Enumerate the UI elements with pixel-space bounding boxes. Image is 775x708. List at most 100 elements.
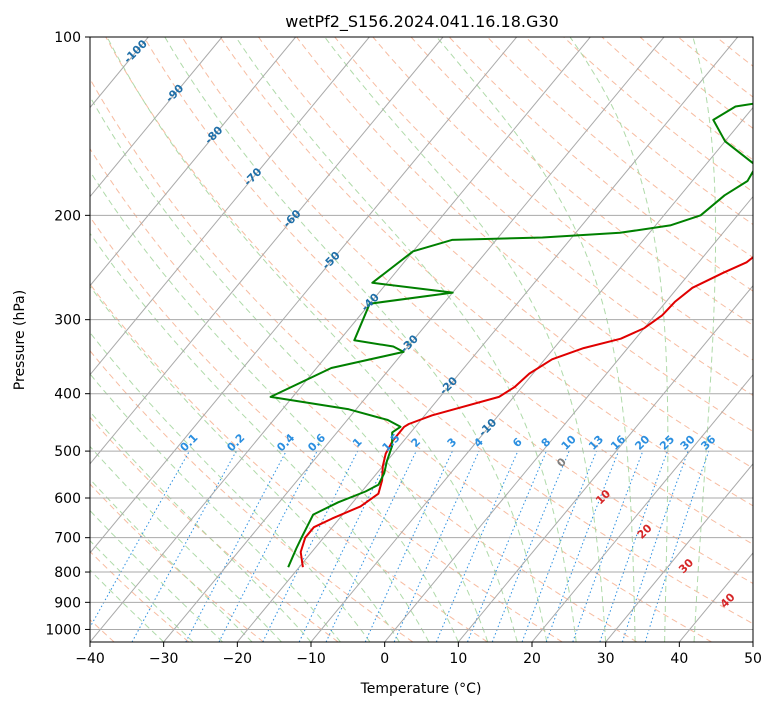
moist-adiabat xyxy=(90,331,371,642)
moist-adiabat xyxy=(90,170,459,642)
mixing-ratio-line xyxy=(491,450,570,642)
moist-adiabat-label: 30 xyxy=(676,556,696,576)
y-axis-title: Pressure (hPa) xyxy=(12,290,28,390)
moist-adiabat-label: 20 xyxy=(635,521,655,541)
moist-adiabat xyxy=(569,37,669,642)
mixing-ratio-label: 1 xyxy=(350,435,365,450)
isotherm xyxy=(752,641,753,642)
y-tick-label: 600 xyxy=(54,491,81,507)
y-tick-label: 800 xyxy=(54,565,81,581)
mixing-ratio-line xyxy=(262,450,359,642)
moist-adiabat xyxy=(235,37,577,642)
mixing-ratio-line xyxy=(435,450,519,642)
y-tick-label: 100 xyxy=(54,30,81,46)
moist-adiabat xyxy=(90,539,194,642)
moist-adiabat xyxy=(90,410,312,642)
isotherm xyxy=(678,552,753,642)
grid-lines xyxy=(90,37,753,642)
chart-title: wetPf2_S156.2024.041.16.18.G30 xyxy=(285,12,559,32)
mixing-ratio-label: 10 xyxy=(559,432,579,452)
y-axis: 100 200 300 400 500 600 700 800 900 1000 xyxy=(45,30,90,638)
moist-adiabat xyxy=(90,95,489,642)
mixing-ratio-label: 16 xyxy=(608,432,628,452)
isotherm xyxy=(384,195,753,642)
x-tick-label: 40 xyxy=(670,651,688,667)
dry-adiabat xyxy=(639,37,753,129)
mixing-ratio-line xyxy=(545,450,620,642)
dry-adiabat xyxy=(90,483,264,642)
mixing-ratio-line xyxy=(131,450,237,642)
mixing-ratio-label: 6 xyxy=(510,435,525,450)
dry-adiabat xyxy=(181,37,753,545)
mixing-ratio-line xyxy=(621,450,689,642)
moist-adiabat xyxy=(90,373,341,642)
moist-adiabat-label: 40 xyxy=(718,590,738,610)
x-tick-label: 50 xyxy=(744,651,762,667)
mixing-ratio-label: 8 xyxy=(539,435,554,450)
mixing-ratio-line xyxy=(185,450,287,642)
isotherm-label: -80 xyxy=(202,123,225,146)
isotherm-label: -90 xyxy=(163,82,186,105)
moist-adiabat xyxy=(324,37,607,642)
isotherm xyxy=(90,37,223,198)
moist-adiabat xyxy=(164,37,548,642)
y-tick-label: 400 xyxy=(54,387,81,403)
moist-adiabat xyxy=(436,37,636,642)
x-tick-label: −10 xyxy=(296,651,326,667)
moist-adiabat xyxy=(90,232,430,642)
mixing-ratio-label: 13 xyxy=(586,433,606,453)
mixing-ratio-line xyxy=(572,450,644,642)
moist-adiabat-label: 10 xyxy=(593,487,613,507)
isotherm xyxy=(90,37,591,642)
dry-adiabat xyxy=(448,37,753,292)
isotherm xyxy=(90,37,297,287)
dry-adiabat xyxy=(755,37,775,642)
isotherm xyxy=(457,284,753,642)
x-axis: −40 −30 −20 −10 0 10 20 30 40 50 xyxy=(75,642,762,667)
isotherm-label: -50 xyxy=(320,249,343,272)
dry-adiabat xyxy=(715,37,753,67)
mixing-ratio-line xyxy=(325,450,417,642)
isotherm-label: -40 xyxy=(359,290,382,313)
moist-adiabat xyxy=(90,509,223,642)
x-tick-label: 20 xyxy=(523,651,541,667)
dry-adiabat xyxy=(90,216,563,642)
y-tick-label: 300 xyxy=(54,313,81,329)
isotherm-label: -60 xyxy=(280,207,303,230)
moist-adiabat xyxy=(90,285,400,642)
mixing-ratio-label: 20 xyxy=(632,432,652,452)
isotherm-label: -10 xyxy=(476,416,499,439)
dry-adiabat xyxy=(219,37,753,507)
y-tick-label: 900 xyxy=(54,595,81,611)
mixing-ratio-label: 30 xyxy=(678,432,698,452)
dry-adiabat xyxy=(601,37,753,161)
x-tick-label: 30 xyxy=(597,651,615,667)
dry-adiabat xyxy=(487,37,753,259)
mixing-ratio-line xyxy=(298,450,392,642)
dry-adiabat xyxy=(410,37,753,326)
x-tick-label: 10 xyxy=(449,651,467,667)
x-tick-label: −30 xyxy=(149,651,179,667)
dry-adiabat xyxy=(90,283,488,642)
dry-adiabat xyxy=(563,37,753,193)
moist-adiabat xyxy=(692,37,717,642)
dry-adiabat xyxy=(334,37,753,396)
isotherm xyxy=(310,106,753,642)
dewpoint-line xyxy=(269,102,753,568)
moist-adiabat xyxy=(106,37,518,642)
x-tick-label: −20 xyxy=(223,651,253,667)
mixing-ratio-line xyxy=(644,450,710,642)
dry-adiabat xyxy=(143,37,753,585)
mixing-ratio-label: 25 xyxy=(657,433,677,453)
dry-adiabat xyxy=(258,37,753,469)
isotherm xyxy=(90,37,518,554)
isotherm xyxy=(163,37,665,642)
isotherm xyxy=(531,373,753,642)
isotherm xyxy=(236,37,739,642)
temperature-line xyxy=(299,255,753,568)
mixing-ratio-label: 3 xyxy=(445,435,460,450)
y-tick-label: 200 xyxy=(54,208,81,224)
dry-adiabat xyxy=(677,37,753,98)
y-tick-label: 1000 xyxy=(45,622,81,638)
